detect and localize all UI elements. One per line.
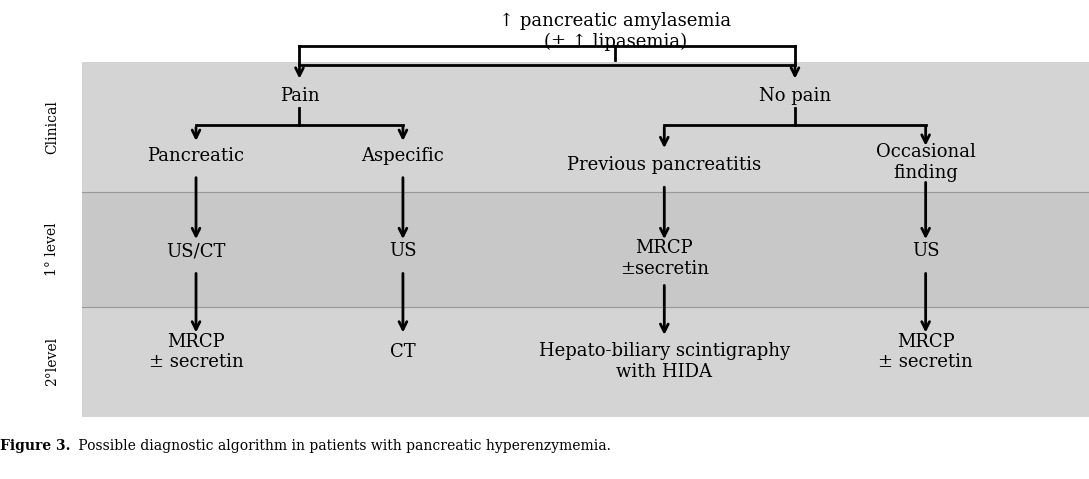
Text: No pain: No pain (759, 87, 831, 105)
Bar (82, 62, 1089, 192)
Text: Possible diagnostic algorithm in patients with pancreatic hyperenzymemia.: Possible diagnostic algorithm in patient… (74, 439, 611, 453)
Text: 2°level: 2°level (46, 337, 59, 386)
Bar (82, 307, 1089, 417)
Text: Aspecific: Aspecific (362, 147, 444, 165)
Bar (82, 192, 1089, 307)
Text: US/CT: US/CT (167, 242, 225, 261)
Text: Pancreatic: Pancreatic (147, 147, 245, 165)
Text: Clinical: Clinical (46, 100, 59, 154)
Text: Hepato-biliary scintigraphy
with HIDA: Hepato-biliary scintigraphy with HIDA (539, 342, 790, 381)
Text: Figure 3.: Figure 3. (0, 439, 71, 453)
Text: ↑ pancreatic amylasemia
(± ↑ lipasemia): ↑ pancreatic amylasemia (± ↑ lipasemia) (499, 11, 732, 51)
Text: 1° level: 1° level (46, 222, 59, 276)
Text: Previous pancreatitis: Previous pancreatitis (567, 156, 761, 174)
Text: CT: CT (390, 343, 416, 361)
Text: US: US (911, 242, 940, 261)
Text: Occasional
finding: Occasional finding (876, 143, 976, 182)
Text: MRCP
± secretin: MRCP ± secretin (148, 332, 244, 372)
Text: MRCP
±secretin: MRCP ±secretin (620, 239, 709, 278)
Text: US: US (389, 242, 417, 261)
Text: Pain: Pain (280, 87, 319, 105)
Text: MRCP
± secretin: MRCP ± secretin (878, 332, 974, 372)
